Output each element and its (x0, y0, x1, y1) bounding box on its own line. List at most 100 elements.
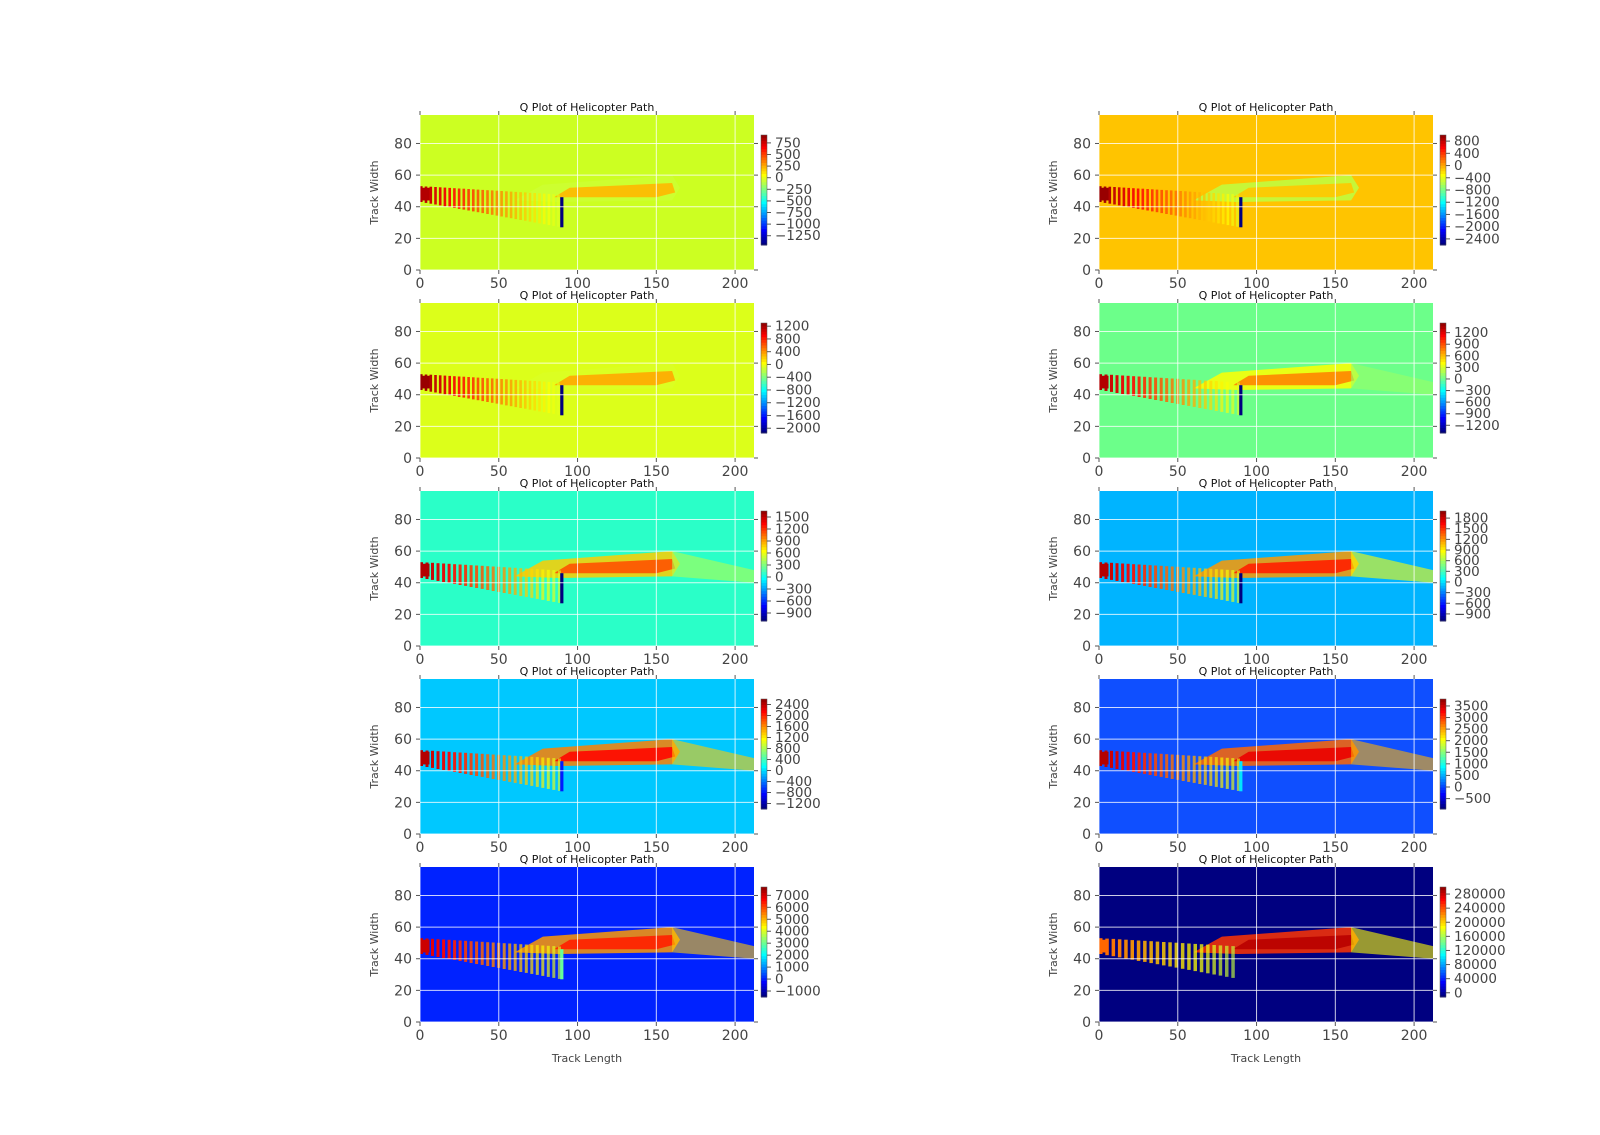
colorbar-tick-label: 4000 (775, 924, 809, 940)
colorbar-segment (1440, 778, 1446, 782)
colorbar-segment (761, 762, 767, 766)
streak-band (1148, 565, 1152, 587)
colorbar-segment (761, 718, 767, 722)
colorbar-segment (1440, 787, 1446, 791)
colorbar-tick-label: −900 (1454, 406, 1491, 422)
colorbar-segment (1440, 549, 1446, 553)
x-tick-label: 150 (643, 840, 670, 856)
y-tick-label: 20 (1073, 795, 1091, 811)
colorbar-segment (1440, 364, 1446, 368)
streak-band (552, 570, 556, 602)
colorbar-segment (761, 331, 767, 335)
streak-band (519, 380, 522, 408)
colorbar-segment (761, 361, 767, 365)
streak-band (1179, 191, 1182, 217)
colorbar-segment (761, 173, 767, 177)
x-tick-label: 50 (1169, 1028, 1187, 1044)
streak-band (1110, 374, 1113, 392)
colorbar-segment (1440, 723, 1446, 727)
colorbar-segment (1440, 146, 1446, 150)
colorbar-segment (1440, 372, 1446, 376)
streak-band (1225, 569, 1229, 601)
colorbar-segment (761, 604, 767, 608)
streak-band (1110, 562, 1113, 580)
colorbar-tick-label: −1200 (1454, 418, 1500, 434)
colorbar-tick-label: 1000 (775, 960, 809, 976)
colorbar-segment (1440, 405, 1446, 409)
colorbar-segment (1440, 986, 1446, 990)
x-tick-label: 100 (564, 276, 591, 292)
streak-band (1236, 570, 1240, 603)
colorbar-segment (761, 397, 767, 401)
streak-band (1187, 755, 1191, 782)
streak-band (453, 564, 457, 584)
streak-band (1198, 380, 1202, 408)
streak-band (1159, 565, 1163, 589)
colorbar-segment (1440, 176, 1446, 180)
streak-band (447, 751, 451, 771)
dip-mark (560, 761, 564, 792)
colorbar-segment (761, 325, 767, 329)
colorbar-segment (761, 800, 767, 804)
streak-band (438, 375, 442, 394)
colorbar-segment (761, 977, 767, 981)
streak-band (1124, 939, 1128, 959)
streak-band (1132, 188, 1135, 208)
colorbar-segment (1440, 792, 1446, 796)
colorbar-segment (761, 389, 767, 393)
colorbar-segment (1440, 773, 1446, 777)
colorbar-segment (1440, 201, 1446, 205)
colorbar-tick-label: 0 (775, 357, 784, 373)
colorbar-segment (1440, 203, 1446, 207)
colorbar-tick-label: 1200 (775, 319, 809, 335)
colorbar-segment (761, 574, 767, 578)
colorbar-tick-label: −2000 (1454, 219, 1500, 235)
colorbar-tick-label: 750 (775, 135, 801, 151)
colorbar-segment (761, 190, 767, 194)
streak-band (557, 946, 561, 979)
streak-band (495, 190, 499, 216)
colorbar-segment (1440, 994, 1446, 998)
streak-band (464, 940, 468, 962)
streak-band (509, 191, 513, 219)
streak-band (509, 379, 513, 407)
colorbar-segment (1440, 552, 1446, 556)
colorbar-segment (761, 986, 767, 990)
streak-band (1127, 187, 1130, 208)
streak-band (1143, 940, 1147, 962)
streak-band (1225, 381, 1229, 413)
colorbar-frame (1439, 886, 1447, 998)
plateau-core (1232, 371, 1355, 386)
y-tick-label: 0 (403, 1015, 412, 1031)
colorbar-segment (761, 599, 767, 603)
colorbar-segment (1440, 991, 1446, 995)
colorbar-segment (761, 914, 767, 918)
colorbar-segment (1440, 394, 1446, 398)
streak-band (1137, 564, 1141, 585)
streak-band (443, 187, 447, 207)
colorbar-tick-label: 2000 (775, 948, 809, 964)
streak-band (513, 755, 517, 783)
colorbar-segment (761, 165, 767, 169)
streak-head (420, 563, 430, 577)
colorbar-segment (761, 969, 767, 973)
colorbar-segment (761, 228, 767, 232)
streak-band (1192, 379, 1196, 407)
colorbar-segment (1440, 604, 1446, 608)
streak-band (552, 946, 556, 978)
colorbar-segment (761, 795, 767, 799)
colorbar-segment (1440, 527, 1446, 531)
x-tick-label: 0 (416, 276, 425, 292)
colorbar-segment (1440, 416, 1446, 420)
streak-band (530, 756, 534, 786)
colorbar-segment (761, 994, 767, 998)
colorbar-segment (1440, 751, 1446, 755)
colorbar-tick-label: −500 (775, 193, 812, 209)
streak-band (1236, 758, 1240, 791)
colorbar-tick-label: −2400 (1454, 231, 1500, 247)
chart-title: Q Plot of Helicopter Path (1199, 101, 1334, 114)
colorbar-tick-label: −500 (1454, 791, 1491, 807)
streak-band (486, 190, 489, 214)
streak-band (491, 566, 495, 591)
